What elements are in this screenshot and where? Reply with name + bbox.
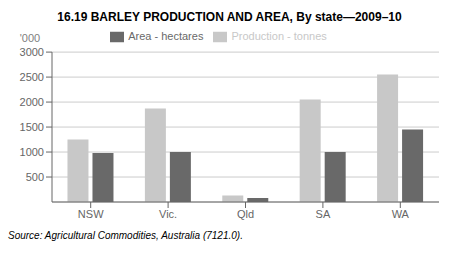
svg-text:500: 500 — [26, 171, 44, 183]
svg-text:NSW: NSW — [78, 208, 104, 220]
html-text:Area - hectares: Area - hectares — [128, 30, 204, 42]
svg-text:2000: 2000 — [20, 96, 44, 108]
svg-text:1500: 1500 — [20, 121, 44, 133]
html-text:Source: Agricultural Commoditi: Source: Agricultural Commodities, Austra… — [8, 230, 243, 241]
html-text:Production - tonnes: Production - tonnes — [231, 30, 327, 42]
svg-text:WA: WA — [392, 208, 410, 220]
svg-text:2500: 2500 — [20, 71, 44, 83]
svg-text:'000: '000 — [20, 32, 40, 44]
svg-text:Vic.: Vic. — [159, 208, 177, 220]
svg-text:Qld: Qld — [237, 208, 254, 220]
svg-text:1000: 1000 — [20, 146, 44, 158]
svg-text:SA: SA — [316, 208, 331, 220]
svg-text:3000: 3000 — [20, 46, 44, 58]
html-text:16.19 BARLEY PRODUCTION AND AR: 16.19 BARLEY PRODUCTION AND AREA, By sta… — [57, 10, 402, 24]
